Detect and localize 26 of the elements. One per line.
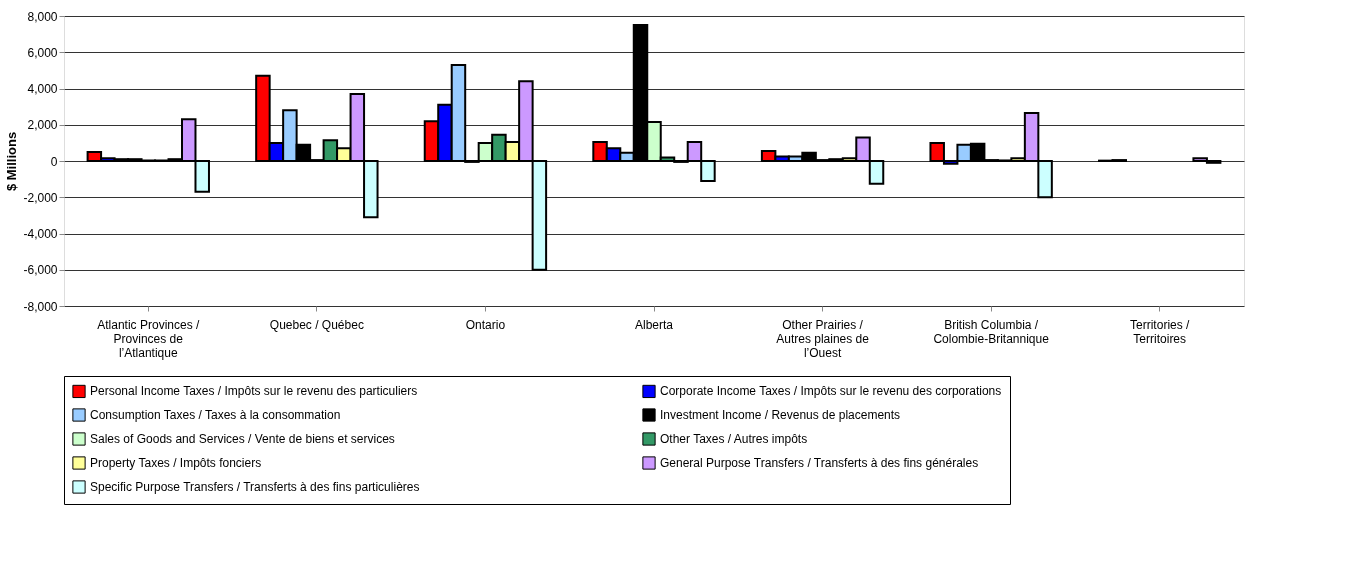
y-tick-label: -2,000 [23, 190, 58, 205]
y-tick-label: 6,000 [27, 45, 58, 60]
y-tick-label: -4,000 [23, 227, 58, 241]
legend-label: Consumption Taxes / Taxes à la consommation [90, 408, 341, 422]
legend-label: Property Taxes / Impôts fonciers [90, 456, 262, 470]
y-axis-title: $ Millions [4, 131, 20, 192]
x-tick-label: Territories / Territoires [1130, 317, 1191, 346]
x-tick-label: Ontario [465, 317, 506, 332]
y-tick-label: 0 [50, 154, 58, 169]
legend-label: Sales of Goods and Services / Vente de biens et services [90, 432, 395, 446]
y-tick-label: 2,000 [27, 118, 58, 133]
x-tick-label: Atlantic Provinces / Provinces de l’Atlantique [97, 317, 200, 360]
legend-label: General Purpose Transfers / Transferts à des fins générales [660, 456, 979, 470]
x-tick-label: Other Prairies / Autres plaines de l’Ouest [776, 317, 870, 360]
legend-label: Corporate Income Taxes / Impôts sur le revenu des corporations [660, 384, 1002, 399]
legend-label: Investment Income / Revenus de placements [660, 408, 901, 422]
legend-label: Other Taxes / Autres impôts [660, 432, 808, 446]
x-tick-label: Quebec / Québec [269, 317, 364, 332]
y-tick-label: -8,000 [23, 299, 58, 314]
y-tick-label: 8,000 [27, 9, 58, 24]
legend-label: Personal Income Taxes / Impôts sur le revenu des particuliers [90, 384, 418, 399]
y-tick-label: 4,000 [27, 82, 58, 96]
legend-label: Specific Purpose Transfers / Transferts à des fins particulières [90, 480, 420, 494]
x-tick-label: British Columbia / Colombie-Britannique [933, 317, 1050, 346]
y-tick-label: -6,000 [23, 263, 58, 278]
x-tick-label: Alberta [634, 317, 674, 332]
